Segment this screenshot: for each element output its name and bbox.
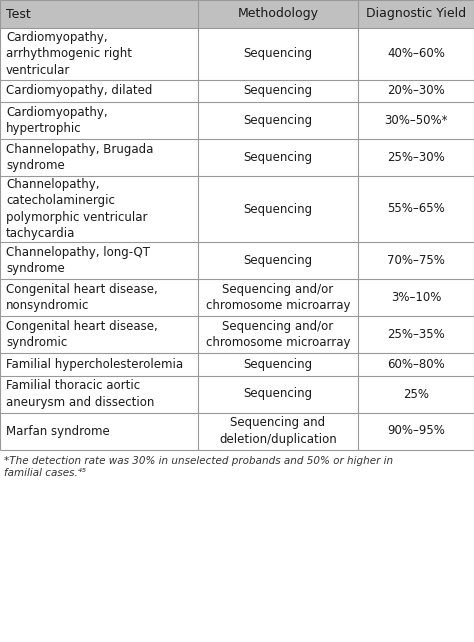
Text: familial cases.⁴⁵: familial cases.⁴⁵: [4, 469, 86, 478]
Text: Sequencing and
deletion/duplication: Sequencing and deletion/duplication: [219, 416, 337, 446]
Text: Sequencing: Sequencing: [244, 202, 312, 216]
Text: Cardiomyopathy,
arrhythmogenic right
ventricular: Cardiomyopathy, arrhythmogenic right ven…: [6, 31, 132, 77]
Text: Congenital heart disease,
syndromic: Congenital heart disease, syndromic: [6, 320, 158, 349]
Text: 70%–75%: 70%–75%: [387, 254, 445, 267]
Bar: [0, 316, 474, 353]
Text: 40%–60%: 40%–60%: [387, 48, 445, 60]
Text: 25%–35%: 25%–35%: [387, 328, 445, 341]
Text: Marfan syndrome: Marfan syndrome: [6, 424, 110, 437]
Text: Channelopathy, Brugada
syndrome: Channelopathy, Brugada syndrome: [6, 143, 154, 172]
Text: 3%–10%: 3%–10%: [391, 291, 441, 304]
Text: 25%–30%: 25%–30%: [387, 151, 445, 164]
Text: Sequencing: Sequencing: [244, 151, 312, 164]
Text: Channelopathy, long-QT
syndrome: Channelopathy, long-QT syndrome: [6, 246, 150, 275]
Text: 55%–65%: 55%–65%: [387, 202, 445, 216]
Bar: [0, 0, 474, 28]
Bar: [0, 80, 474, 102]
Text: Sequencing and/or
chromosome microarray: Sequencing and/or chromosome microarray: [206, 282, 350, 312]
Text: Sequencing: Sequencing: [244, 48, 312, 60]
Text: Familial thoracic aortic
aneurysm and dissection: Familial thoracic aortic aneurysm and di…: [6, 379, 155, 409]
Text: Cardiomyopathy, dilated: Cardiomyopathy, dilated: [6, 84, 152, 97]
Bar: [0, 28, 474, 80]
Bar: [0, 242, 474, 279]
Text: Methodology: Methodology: [237, 8, 319, 21]
Text: *The detection rate was 30% in unselected probands and 50% or higher in: *The detection rate was 30% in unselecte…: [4, 456, 393, 465]
Bar: [0, 376, 474, 413]
Text: Sequencing: Sequencing: [244, 388, 312, 401]
Bar: [0, 176, 474, 242]
Text: 30%–50%*: 30%–50%*: [384, 114, 448, 127]
Bar: [0, 102, 474, 139]
Text: Sequencing: Sequencing: [244, 114, 312, 127]
Text: 90%–95%: 90%–95%: [387, 424, 445, 437]
Text: Test: Test: [6, 8, 31, 21]
Text: Diagnostic Yield: Diagnostic Yield: [366, 8, 466, 21]
Text: Sequencing and/or
chromosome microarray: Sequencing and/or chromosome microarray: [206, 320, 350, 349]
Text: Cardiomyopathy,
hypertrophic: Cardiomyopathy, hypertrophic: [6, 106, 108, 135]
Bar: [0, 279, 474, 316]
Text: Sequencing: Sequencing: [244, 254, 312, 267]
Text: Familial hypercholesterolemia: Familial hypercholesterolemia: [6, 358, 183, 370]
Text: Channelopathy,
catecholaminergic
polymorphic ventricular
tachycardia: Channelopathy, catecholaminergic polymor…: [6, 178, 147, 240]
Text: Sequencing: Sequencing: [244, 358, 312, 370]
Bar: [0, 139, 474, 176]
Text: 60%–80%: 60%–80%: [387, 358, 445, 370]
Bar: [0, 413, 474, 449]
Text: Congenital heart disease,
nonsyndromic: Congenital heart disease, nonsyndromic: [6, 282, 158, 312]
Text: 20%–30%: 20%–30%: [387, 84, 445, 97]
Text: Sequencing: Sequencing: [244, 84, 312, 97]
Bar: [0, 353, 474, 376]
Text: 25%: 25%: [403, 388, 429, 401]
